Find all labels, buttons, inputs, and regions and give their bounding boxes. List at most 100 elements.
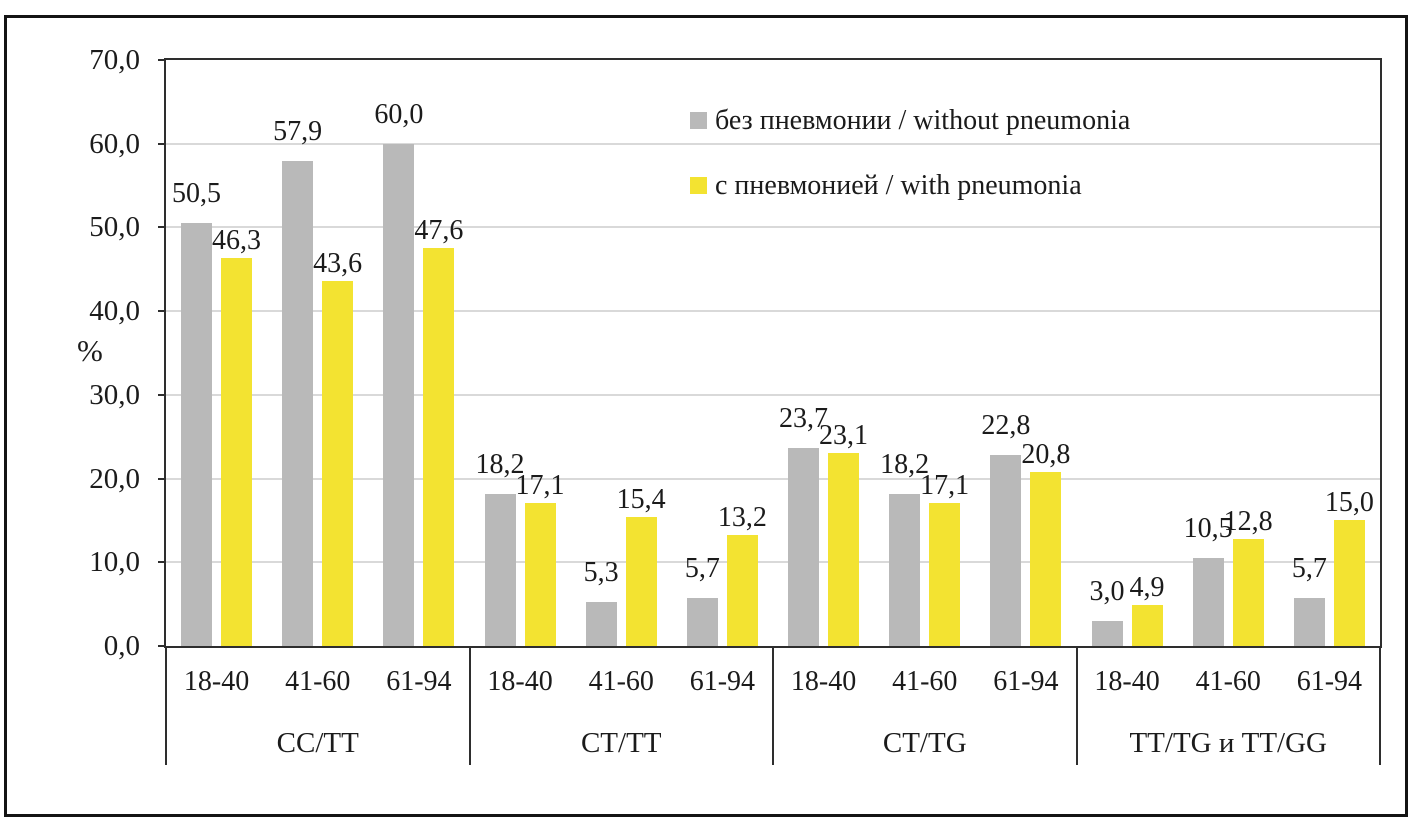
bar-with	[726, 535, 758, 646]
age-range-label: 18-40	[487, 666, 553, 697]
age-range-label: 61-94	[689, 666, 756, 697]
bar-without	[585, 602, 617, 646]
bar-with	[625, 517, 657, 646]
category-separator	[165, 646, 167, 765]
category-separator	[468, 646, 471, 765]
value-label-with: 43,6	[313, 248, 363, 279]
age-range-label: 41-60	[588, 666, 654, 697]
y-axis-tick-label: 40,0	[89, 295, 140, 328]
age-range-label: 61-94	[1296, 666, 1363, 697]
category-separator	[1379, 646, 1381, 765]
value-label-with: 20,8	[1021, 439, 1071, 470]
value-label-without: 57,9	[273, 116, 323, 147]
value-label-with: 4,9	[1129, 572, 1165, 603]
genotype-group-label: CC/TT	[276, 727, 359, 759]
y-axis-tick	[158, 59, 166, 61]
y-axis-tick-label: 30,0	[89, 378, 140, 411]
bar-with	[828, 453, 859, 646]
value-label-with: 46,3	[212, 225, 261, 256]
category-separator	[772, 646, 774, 765]
bar-without	[484, 494, 516, 646]
value-label-without: 18,2	[475, 449, 525, 480]
legend-swatch-without	[690, 112, 707, 129]
bar-chart: % 0,0 10,0 20,0 30,0 40,0 50,0 60,0 70,0 50,5 46…	[3, 3, 1417, 834]
bar-without	[282, 161, 314, 646]
legend-item-with: с пневмонией / with pneumonia	[690, 171, 1150, 203]
value-label-with: 13,2	[717, 502, 767, 533]
y-axis-tick	[158, 477, 166, 480]
bar-without	[990, 455, 1022, 646]
value-label-with: 12,8	[1223, 506, 1273, 537]
legend-swatch-with	[690, 177, 707, 194]
bar-with	[322, 281, 354, 646]
bar-with	[423, 248, 455, 646]
y-axis-tick	[158, 561, 166, 564]
bar-without	[1293, 598, 1325, 646]
gridline	[166, 561, 1380, 564]
legend-label-with: с пневмонией / with pneumonia	[715, 170, 1082, 201]
bar-without	[1192, 558, 1224, 646]
value-label-with: 15,0	[1324, 487, 1374, 518]
gridline	[166, 142, 1380, 145]
y-axis-tick-label: 20,0	[89, 462, 140, 495]
legend-item-without: без пневмонии / without pneumonia	[690, 106, 1150, 138]
gridline	[166, 310, 1380, 313]
legend-label-without: без пневмонии / without pneumonia	[715, 105, 1131, 136]
genotype-group-label: CT/TG	[882, 727, 967, 759]
value-label-without: 5,7	[684, 553, 720, 584]
value-label-without: 50,5	[172, 178, 221, 209]
value-label-with: 47,6	[414, 215, 464, 246]
age-range-label: 61-94	[386, 666, 452, 697]
age-range-label: 18-40	[1094, 666, 1160, 697]
bar-with	[524, 503, 556, 646]
value-label-without: 3,0	[1089, 576, 1125, 607]
age-range-label: 18-40	[790, 666, 857, 697]
y-axis-tick	[158, 393, 166, 396]
bar-without	[1091, 621, 1123, 646]
value-label-with: 23,1	[819, 420, 868, 451]
y-axis-tick-label: 10,0	[89, 546, 140, 579]
value-label-with: 15,4	[616, 484, 666, 515]
figure-frame: % 0,0 10,0 20,0 30,0 40,0 50,0 60,0 70,0 50,5 46…	[4, 15, 1408, 817]
y-axis-tick	[158, 142, 166, 145]
age-range-label: 61-94	[993, 666, 1059, 697]
value-label-without: 22,8	[981, 410, 1031, 441]
age-range-label: 18-40	[183, 666, 250, 697]
y-axis-tick-label: 0,0	[103, 630, 140, 662]
value-label-with: 17,1	[515, 470, 565, 501]
y-axis-tick	[158, 645, 166, 647]
bar-with	[1232, 539, 1264, 646]
genotype-group-label: TT/TG и TT/GG	[1129, 727, 1328, 759]
value-label-with: 17,1	[920, 470, 970, 501]
y-axis-tick-label: 50,0	[89, 211, 140, 244]
y-axis-tick-label: 60,0	[89, 127, 140, 160]
gridline	[166, 477, 1380, 480]
bar-with	[221, 258, 252, 646]
value-label-without: 5,7	[1291, 553, 1327, 584]
bar-with	[929, 503, 961, 646]
value-label-without: 10,5	[1183, 513, 1233, 544]
value-label-without: 18,2	[880, 449, 930, 480]
y-axis-tick	[158, 226, 166, 229]
age-range-label: 41-60	[892, 666, 958, 697]
genotype-group-label: CT/TT	[580, 727, 662, 759]
bar-with	[1333, 520, 1365, 646]
bar-without	[686, 598, 718, 646]
y-axis-tick	[158, 310, 166, 313]
value-label-without: 60,0	[374, 99, 424, 130]
bar-with	[1030, 472, 1062, 646]
value-label-without: 23,7	[779, 403, 828, 434]
gridline	[166, 393, 1380, 396]
bar-without	[383, 144, 415, 646]
age-range-label: 41-60	[1195, 666, 1261, 697]
bar-without	[889, 494, 921, 646]
y-axis-unit-label: %	[77, 333, 103, 368]
y-axis-tick-label: 70,0	[89, 44, 140, 76]
bar-without	[788, 448, 819, 646]
age-range-label: 41-60	[285, 666, 351, 697]
gridline	[166, 226, 1380, 229]
bar-with	[1131, 605, 1163, 646]
bar-without	[181, 223, 212, 646]
value-label-without: 5,3	[583, 557, 619, 588]
